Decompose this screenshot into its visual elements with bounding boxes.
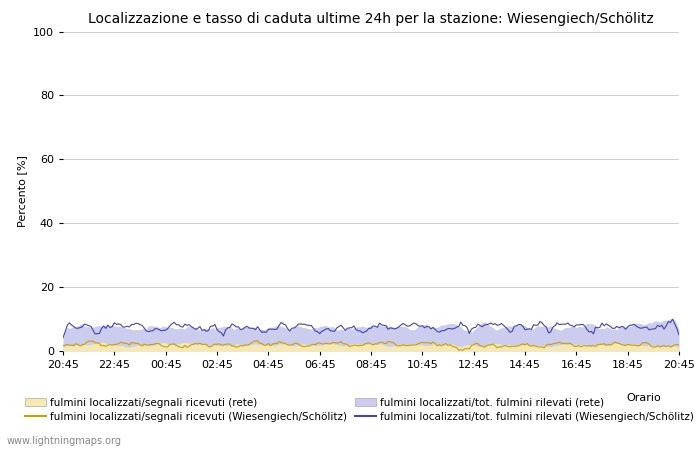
Text: Orario: Orario <box>626 393 662 403</box>
Y-axis label: Percento [%]: Percento [%] <box>18 155 27 227</box>
Title: Localizzazione e tasso di caduta ultime 24h per la stazione: Wiesengiech/Schölit: Localizzazione e tasso di caduta ultime … <box>88 12 654 26</box>
Text: www.lightningmaps.org: www.lightningmaps.org <box>7 436 122 446</box>
Legend: fulmini localizzati/segnali ricevuti (rete), fulmini localizzati/segnali ricevut: fulmini localizzati/segnali ricevuti (re… <box>25 398 694 422</box>
